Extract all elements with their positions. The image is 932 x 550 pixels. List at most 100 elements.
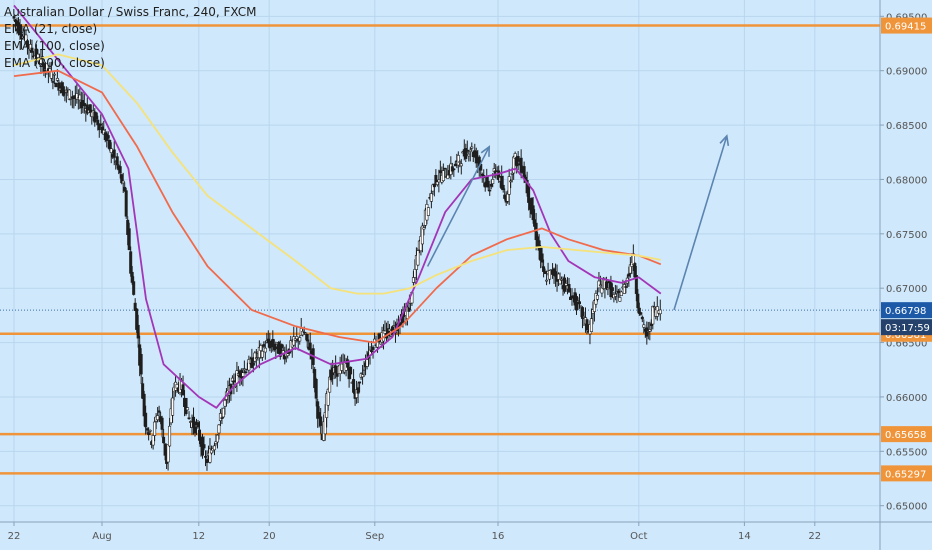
candle-body bbox=[202, 444, 206, 449]
candle-body bbox=[168, 425, 172, 447]
candle-body bbox=[171, 397, 175, 416]
candle-body bbox=[598, 284, 602, 287]
candle-body bbox=[67, 89, 71, 100]
chart-title: Australian Dollar / Swiss Franc, 240, FX… bbox=[4, 5, 257, 19]
candle-body bbox=[507, 176, 511, 195]
candle-body bbox=[613, 293, 617, 297]
level-price-badge-bg bbox=[881, 17, 932, 34]
x-tick-label: Oct bbox=[630, 531, 647, 542]
candle-body bbox=[127, 228, 131, 251]
candle-body bbox=[522, 166, 526, 178]
candle-body bbox=[422, 227, 426, 230]
candle-body bbox=[298, 337, 302, 342]
candle-body bbox=[88, 104, 92, 113]
candle-body bbox=[362, 369, 366, 371]
candle-body bbox=[636, 293, 640, 309]
candle-body bbox=[648, 329, 652, 332]
candle-timer-badge-bg bbox=[881, 319, 932, 336]
candle-body bbox=[604, 281, 608, 289]
candle-body bbox=[488, 189, 492, 192]
candle-body bbox=[156, 415, 160, 420]
candle-body bbox=[506, 193, 510, 202]
candle-body bbox=[516, 156, 520, 162]
projection-arrow-line[interactable] bbox=[426, 146, 490, 267]
candle-body bbox=[196, 422, 200, 428]
ema-200-line[interactable] bbox=[13, 53, 661, 295]
candle-body bbox=[606, 287, 610, 290]
candle-body bbox=[642, 324, 646, 328]
ema-100-line[interactable] bbox=[13, 69, 662, 344]
candle-body bbox=[651, 305, 655, 325]
candle-timer-badge: 03:17:59 bbox=[885, 323, 930, 334]
x-tick-label: 22 bbox=[8, 531, 21, 542]
candle-body bbox=[616, 290, 620, 293]
y-tick-label: 0.66000 bbox=[886, 393, 927, 404]
projection-arrow-line[interactable] bbox=[673, 135, 728, 311]
candle-body bbox=[392, 325, 396, 328]
candle-body bbox=[274, 346, 278, 350]
candle-body bbox=[371, 346, 375, 350]
candle-body bbox=[109, 148, 113, 153]
candle-body bbox=[305, 334, 309, 342]
level-price-badge-bg bbox=[881, 426, 932, 443]
candle-body bbox=[510, 173, 514, 175]
candle-body bbox=[223, 399, 227, 407]
candle-body bbox=[151, 435, 155, 446]
candle-body bbox=[365, 359, 369, 367]
candle-body bbox=[314, 378, 318, 399]
legend-ema-200[interactable]: EMA (200, close) bbox=[4, 56, 105, 70]
candle-body bbox=[548, 270, 552, 280]
candle-body bbox=[160, 417, 164, 430]
candle-body bbox=[129, 251, 133, 274]
candle-body bbox=[438, 170, 442, 174]
candle-body bbox=[82, 102, 86, 107]
candle-body bbox=[531, 205, 535, 221]
candle-body bbox=[574, 296, 578, 311]
candle-body bbox=[361, 374, 365, 378]
candle-body bbox=[619, 291, 623, 296]
x-tick-label: 16 bbox=[492, 531, 505, 542]
candle-body bbox=[94, 112, 98, 120]
chart-legend: Australian Dollar / Swiss Franc, 240, FX… bbox=[4, 4, 256, 72]
candle-body bbox=[215, 434, 219, 443]
candle-body bbox=[108, 139, 112, 150]
candle-body bbox=[54, 82, 58, 88]
candle-body bbox=[304, 332, 308, 335]
legend-ema-100[interactable]: EMA (100, close) bbox=[4, 39, 105, 53]
legend-ema-21[interactable]: EMA (21, close) bbox=[4, 22, 98, 36]
candle-body bbox=[118, 166, 122, 174]
candle-body bbox=[411, 277, 415, 283]
candle-body bbox=[486, 180, 490, 188]
candlesticks bbox=[12, 15, 662, 471]
ema-21-line[interactable] bbox=[13, 4, 662, 409]
candle-body bbox=[459, 163, 463, 167]
candle-body bbox=[356, 387, 360, 394]
candle-body bbox=[416, 250, 420, 266]
candle-body bbox=[208, 448, 212, 463]
candle-body bbox=[198, 429, 202, 441]
candle-body bbox=[148, 430, 152, 432]
level-price-badge: 0.66581 bbox=[885, 330, 926, 341]
candle-body bbox=[470, 146, 474, 149]
candle-body bbox=[295, 336, 299, 340]
candle-body bbox=[250, 357, 254, 368]
candle-body bbox=[542, 266, 546, 272]
candle-body bbox=[377, 333, 381, 343]
candle-body bbox=[352, 379, 356, 393]
candle-body bbox=[627, 273, 631, 277]
candle-body bbox=[458, 161, 462, 163]
candle-body bbox=[413, 268, 417, 278]
candle-body bbox=[260, 350, 264, 358]
candle-body bbox=[139, 354, 143, 375]
candle-body bbox=[186, 407, 190, 411]
candle-body bbox=[130, 271, 134, 283]
projection-arrow-head bbox=[480, 145, 491, 157]
candle-body bbox=[142, 393, 146, 417]
candle-body bbox=[124, 190, 128, 217]
candle-body bbox=[467, 153, 471, 157]
candle-body bbox=[634, 275, 638, 294]
candle-body bbox=[519, 157, 523, 173]
candle-body bbox=[112, 149, 116, 158]
